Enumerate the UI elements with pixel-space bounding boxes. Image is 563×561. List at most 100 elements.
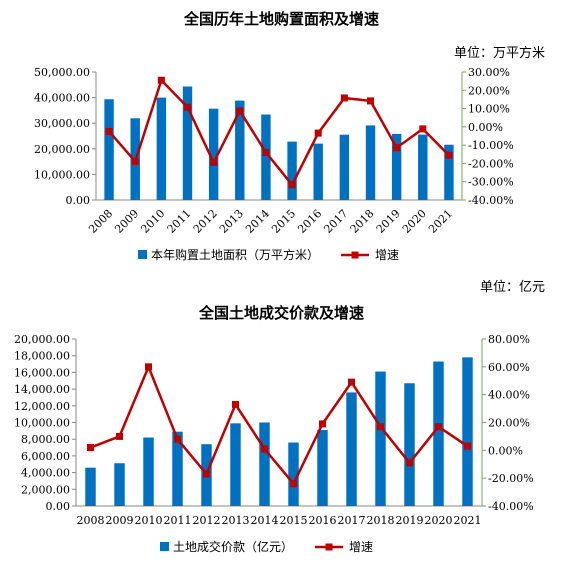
chart2-x-tick-label: 2020 bbox=[425, 514, 453, 527]
chart1-bar bbox=[104, 99, 114, 200]
chart1-legend-bar-label: 本年购置土地面积（万平方米） bbox=[151, 247, 319, 262]
chart2-legend-line-marker bbox=[325, 543, 333, 551]
chart1-left-tick-label: 40,000.00 bbox=[34, 92, 90, 105]
chart1-growth-point bbox=[184, 103, 191, 111]
chart1-growth-line bbox=[108, 77, 450, 188]
chart2-right-tick-label: 20.00% bbox=[488, 417, 530, 430]
chart1-right-tick-label: 0.00% bbox=[468, 121, 503, 134]
chart1-right-tick-label: -20.00% bbox=[468, 157, 514, 170]
chart2-bar bbox=[172, 431, 183, 506]
chart2-x-tick-label: 2015 bbox=[280, 514, 308, 527]
chart1-left-tick-label: 50,000.00 bbox=[34, 66, 90, 79]
chart1-growth-point bbox=[314, 129, 322, 137]
chart2-growth-point bbox=[232, 400, 239, 408]
chart2-legend-line-label: 增速 bbox=[349, 540, 373, 554]
chart1-bar bbox=[287, 141, 297, 200]
chart1-x-tick-label: 2017 bbox=[321, 207, 350, 236]
chart2-right-tick-label: -40.00% bbox=[488, 500, 534, 513]
chart1-legend-bar-swatch bbox=[138, 250, 147, 259]
chart2-x-tick-label: 2013 bbox=[222, 514, 250, 527]
chart1-growth-point bbox=[419, 125, 427, 133]
chart2-right-tick-label: 40.00% bbox=[488, 389, 530, 402]
chart2-growth-point bbox=[261, 445, 268, 453]
chart2-x-tick-label: 2017 bbox=[338, 514, 366, 527]
chart1-x-tick-label: 2010 bbox=[138, 207, 167, 236]
chart2-x-tick-label: 2011 bbox=[164, 514, 192, 527]
chart1-bar bbox=[313, 143, 323, 200]
chart1-bar bbox=[208, 108, 219, 200]
chart1-x-tick-label: 2011 bbox=[165, 207, 194, 236]
chart1-growth-point bbox=[340, 94, 348, 102]
chart2-bar bbox=[317, 430, 328, 506]
chart1-title: 全国历年土地购置面积及增速 bbox=[183, 10, 379, 28]
chart2-bar bbox=[433, 361, 444, 506]
chart2-growth-point bbox=[290, 480, 297, 488]
chart2-left-tick-label: 0.00 bbox=[46, 500, 71, 513]
chart2-x-tick-label: 2008 bbox=[77, 514, 105, 527]
chart2-bar bbox=[404, 383, 415, 506]
chart2-unit-label: 单位：亿元 bbox=[479, 280, 545, 295]
chart1-left-tick-label: 10,000.00 bbox=[34, 168, 90, 181]
chart1-left-tick-label: 20,000.00 bbox=[34, 143, 90, 156]
chart1-growth-point bbox=[105, 127, 113, 135]
chart1-growth-point bbox=[445, 151, 453, 159]
chart2-x-tick-label: 2021 bbox=[454, 514, 482, 527]
chart1-growth-point bbox=[210, 159, 218, 167]
chart2-growth-point bbox=[406, 459, 413, 467]
chart2-growth-point bbox=[145, 363, 152, 371]
chart1-growth-point bbox=[157, 76, 165, 84]
chart1-growth-point bbox=[367, 97, 374, 105]
chart2-bar bbox=[462, 357, 473, 506]
chart2-left-tick-label: 6,000.00 bbox=[21, 450, 70, 463]
chart1-right-tick-label: -10.00% bbox=[468, 139, 514, 152]
chart2-x-tick-label: 2016 bbox=[309, 514, 337, 527]
chart1-legend-line-marker bbox=[351, 251, 359, 259]
chart2-left-tick-label: 14,000.00 bbox=[14, 383, 70, 396]
chart1-x-tick-label: 2013 bbox=[217, 207, 246, 236]
chart2-left-tick-label: 18,000.00 bbox=[14, 350, 70, 363]
chart2-bar bbox=[259, 422, 270, 506]
chart1-x-tick-label: 2015 bbox=[269, 207, 298, 236]
chart2-x-tick-label: 2009 bbox=[106, 514, 134, 527]
chart2-legend-bar-swatch bbox=[160, 542, 169, 551]
chart2-right-tick-label: 80.00% bbox=[488, 333, 530, 346]
chart2-legend-bar-label: 土地成交价款（亿元） bbox=[173, 539, 293, 554]
chart2-right-tick-label: 60.00% bbox=[488, 361, 530, 374]
chart2-growth-point bbox=[203, 470, 210, 478]
chart1-x-tick-label: 2020 bbox=[400, 207, 429, 236]
chart2-growth-point bbox=[435, 423, 442, 431]
chart1-right-tick-label: 30.00% bbox=[468, 66, 510, 79]
chart1-growth-point bbox=[393, 144, 401, 152]
chart1-x-tick-label: 2009 bbox=[112, 207, 141, 236]
chart1-bar bbox=[418, 134, 428, 200]
chart1-x-tick-label: 2012 bbox=[191, 207, 220, 236]
chart2-bar bbox=[114, 463, 125, 506]
chart2-growth-point bbox=[116, 432, 123, 440]
chart1-x-tick-label: 2016 bbox=[295, 207, 324, 236]
chart2-right-tick-label: 0.00% bbox=[488, 444, 523, 457]
chart2-growth-point bbox=[348, 378, 355, 386]
chart2-x-tick-label: 2019 bbox=[396, 514, 424, 527]
chart2-x-tick-label: 2010 bbox=[135, 514, 163, 527]
chart2-bar bbox=[288, 442, 299, 506]
chart2-bar bbox=[85, 467, 96, 506]
chart1-growth-point bbox=[236, 107, 244, 115]
chart2-bar bbox=[143, 437, 154, 506]
chart2-x-tick-label: 2012 bbox=[193, 514, 221, 527]
chart2-growth-point bbox=[377, 423, 384, 431]
chart1-bar bbox=[339, 134, 350, 200]
chart1-bar bbox=[182, 86, 193, 200]
chart1-growth-point bbox=[288, 181, 296, 189]
chart2-left-tick-label: 2,000.00 bbox=[21, 483, 70, 496]
chart2-left-tick-label: 4,000.00 bbox=[21, 467, 70, 480]
chart1-left-tick-label: 0.00 bbox=[66, 194, 91, 207]
chart1-growth-point bbox=[131, 157, 139, 165]
chart1-bar bbox=[235, 100, 245, 200]
chart2-left-tick-label: 12,000.00 bbox=[14, 400, 70, 413]
chart2-left-tick-label: 10,000.00 bbox=[14, 417, 70, 430]
chart1-right-tick-label: -30.00% bbox=[468, 176, 514, 189]
chart1-growth-point bbox=[262, 148, 270, 156]
chart2-x-tick-label: 2018 bbox=[367, 514, 395, 527]
chart2-x-tick-label: 2014 bbox=[251, 514, 279, 527]
chart2-bar bbox=[230, 423, 241, 506]
